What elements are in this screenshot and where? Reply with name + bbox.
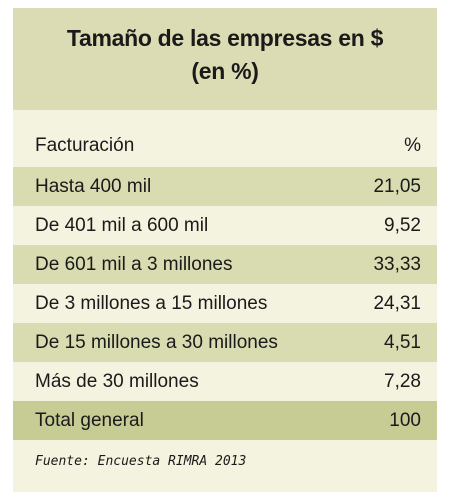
row-value: 21,05 [373, 176, 421, 197]
row-value: 7,28 [384, 371, 421, 392]
row-label: Más de 30 millones [35, 371, 199, 392]
header-value: % [404, 135, 421, 156]
table-row: De 3 millones a 15 millones 24,31 [13, 284, 437, 323]
table-row: De 601 mil a 3 millones 33,33 [13, 245, 437, 284]
total-label: Total general [35, 410, 144, 431]
table-header-row: Facturación % [13, 126, 437, 165]
title-band: Tamaño de las empresas en $ (en %) [13, 8, 437, 110]
table-row: Hasta 400 mil 21,05 [13, 167, 437, 206]
table-row: Más de 30 millones 7,28 [13, 362, 437, 401]
row-label: De 3 millones a 15 millones [35, 293, 268, 314]
row-label: De 601 mil a 3 millones [35, 254, 233, 275]
row-label: De 15 millones a 30 millones [35, 332, 278, 353]
row-value: 24,31 [373, 293, 421, 314]
total-value: 100 [389, 410, 421, 431]
table-row: De 401 mil a 600 mil 9,52 [13, 206, 437, 245]
row-value: 4,51 [384, 332, 421, 353]
table-row: De 15 millones a 30 millones 4,51 [13, 323, 437, 362]
table-title: Tamaño de las empresas en $ (en %) [13, 22, 437, 88]
row-value: 33,33 [373, 254, 421, 275]
table-card: Tamaño de las empresas en $ (en %) Factu… [13, 8, 437, 492]
header-label: Facturación [35, 135, 135, 156]
table-total-row: Total general 100 [13, 401, 437, 440]
title-line-2: (en %) [191, 58, 259, 84]
source-note: Fuente: Encuesta RIMRA 2013 [35, 454, 247, 469]
row-label: De 401 mil a 600 mil [35, 215, 209, 236]
row-value: 9,52 [384, 215, 421, 236]
row-label: Hasta 400 mil [35, 176, 152, 197]
title-line-1: Tamaño de las empresas en $ [66, 25, 384, 51]
